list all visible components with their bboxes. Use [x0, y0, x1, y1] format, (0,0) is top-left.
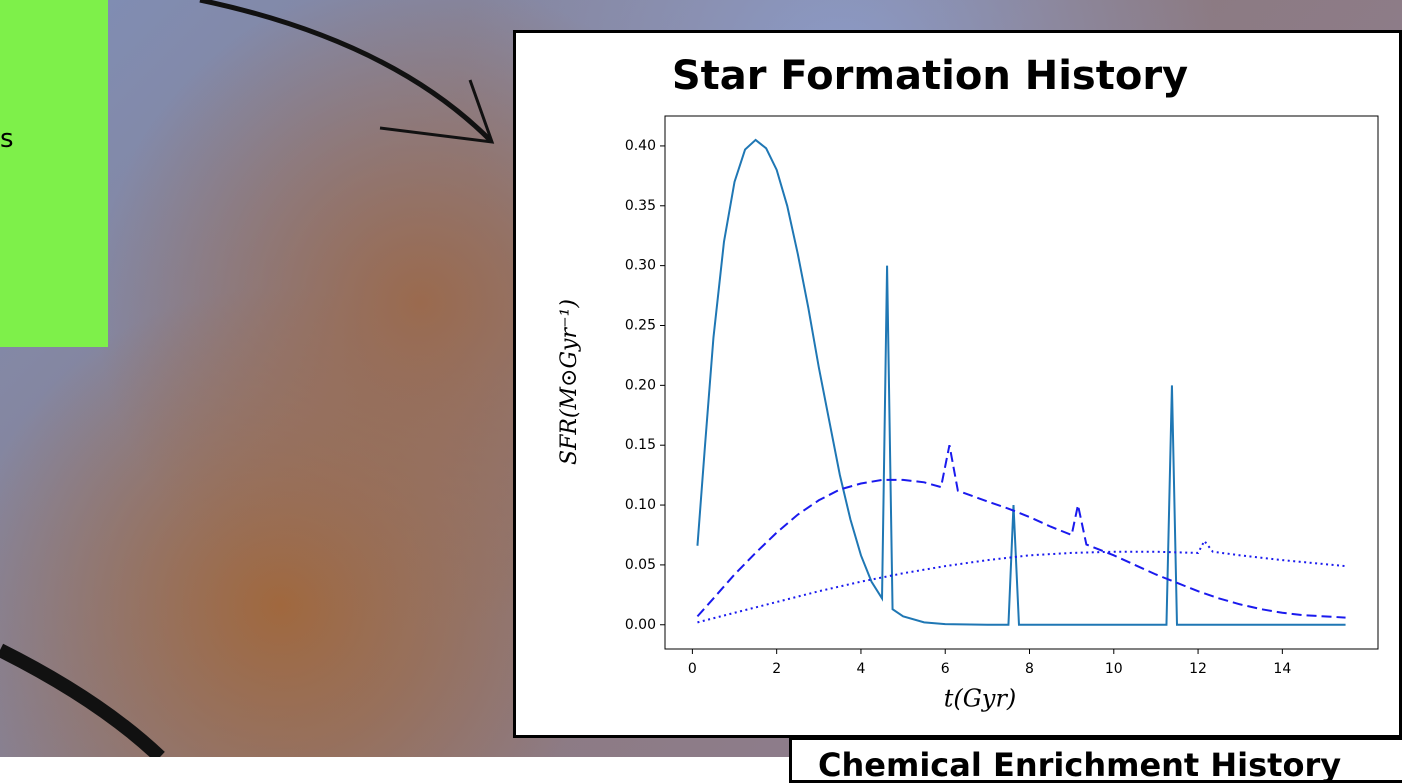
arrows — [0, 0, 495, 757]
y-tick-label: 0.05 — [625, 557, 656, 573]
series-line — [697, 539, 1346, 624]
x-tick-label: 14 — [1273, 661, 1291, 677]
y-tick-label: 0.40 — [625, 138, 656, 154]
y-tick-label: 0.25 — [625, 317, 656, 333]
y-tick-label: 0.20 — [625, 377, 656, 393]
chart: Star Formation History t(Gyr) SFR(M⊙Gyr⁻… — [557, 53, 1379, 713]
x-tick-label: 2 — [772, 661, 781, 677]
arrow-head — [379, 79, 495, 144]
y-tick-label: 0.10 — [625, 497, 656, 513]
chart-panel — [513, 30, 1402, 738]
y-tick-label: 0.35 — [625, 198, 656, 214]
arrow — [0, 643, 165, 757]
x-tick-label: 10 — [1105, 661, 1123, 677]
y-axis-label: SFR(M⊙Gyr⁻¹) — [557, 299, 582, 465]
side-box: s — [0, 0, 108, 347]
side-box-text: s — [0, 124, 14, 154]
x-tick-label: 8 — [1025, 661, 1034, 677]
series-line — [696, 138, 1346, 626]
x-axis-label: t(Gyr) — [944, 685, 1017, 713]
chart-title: Star Formation History — [672, 53, 1188, 99]
arrow — [199, 0, 492, 142]
y-tick-label: 0.15 — [625, 437, 656, 453]
y-tick-label: 0.00 — [625, 617, 656, 633]
y-tick-label: 0.30 — [625, 258, 656, 274]
x-tick-label: 12 — [1189, 661, 1207, 677]
x-tick-label: 6 — [941, 661, 950, 677]
plot-frame — [664, 115, 1379, 650]
series-line — [696, 444, 1346, 619]
x-tick-label: 0 — [688, 661, 697, 677]
x-tick-label: 4 — [856, 661, 865, 677]
